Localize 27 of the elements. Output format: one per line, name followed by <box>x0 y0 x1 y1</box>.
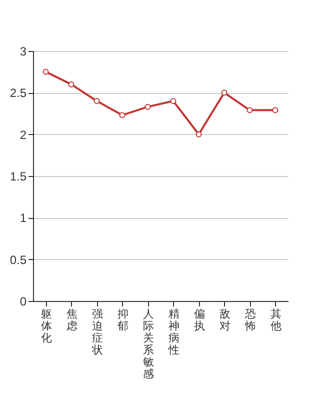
x-tick-label: 其他 <box>270 308 282 332</box>
x-tick-label: 恐怖 <box>244 308 256 332</box>
x-tick-label: 躯体化 <box>40 308 52 344</box>
point <box>94 98 100 104</box>
point <box>42 68 49 75</box>
y-tick-label: 0.5 <box>10 252 27 267</box>
x-tick-label: 人际关系敏感 <box>142 308 154 380</box>
y-tick-label: 2 <box>20 128 27 142</box>
x-tick-label: 抑郁 <box>117 308 128 332</box>
x-tick-label: 焦虑 <box>66 308 78 332</box>
point <box>246 107 253 114</box>
point <box>196 131 202 138</box>
point <box>221 90 228 96</box>
y-tick-label: 3 <box>20 44 27 58</box>
y-tick-label: 1.5 <box>10 170 27 184</box>
y-tick-label: 2.5 <box>10 86 27 100</box>
x-tick-label: 精神病性 <box>167 308 180 356</box>
point <box>68 81 74 88</box>
y-tick-label: 0 <box>20 294 27 308</box>
point <box>119 112 126 118</box>
point <box>144 104 151 110</box>
point <box>272 107 278 114</box>
point <box>170 98 176 104</box>
x-tick-label: 偏执 <box>194 308 205 332</box>
x-tick-label: 强迫症状 <box>90 308 103 356</box>
y-tick-label: 1 <box>20 211 27 226</box>
x-tick-label: 敌对 <box>219 308 230 332</box>
